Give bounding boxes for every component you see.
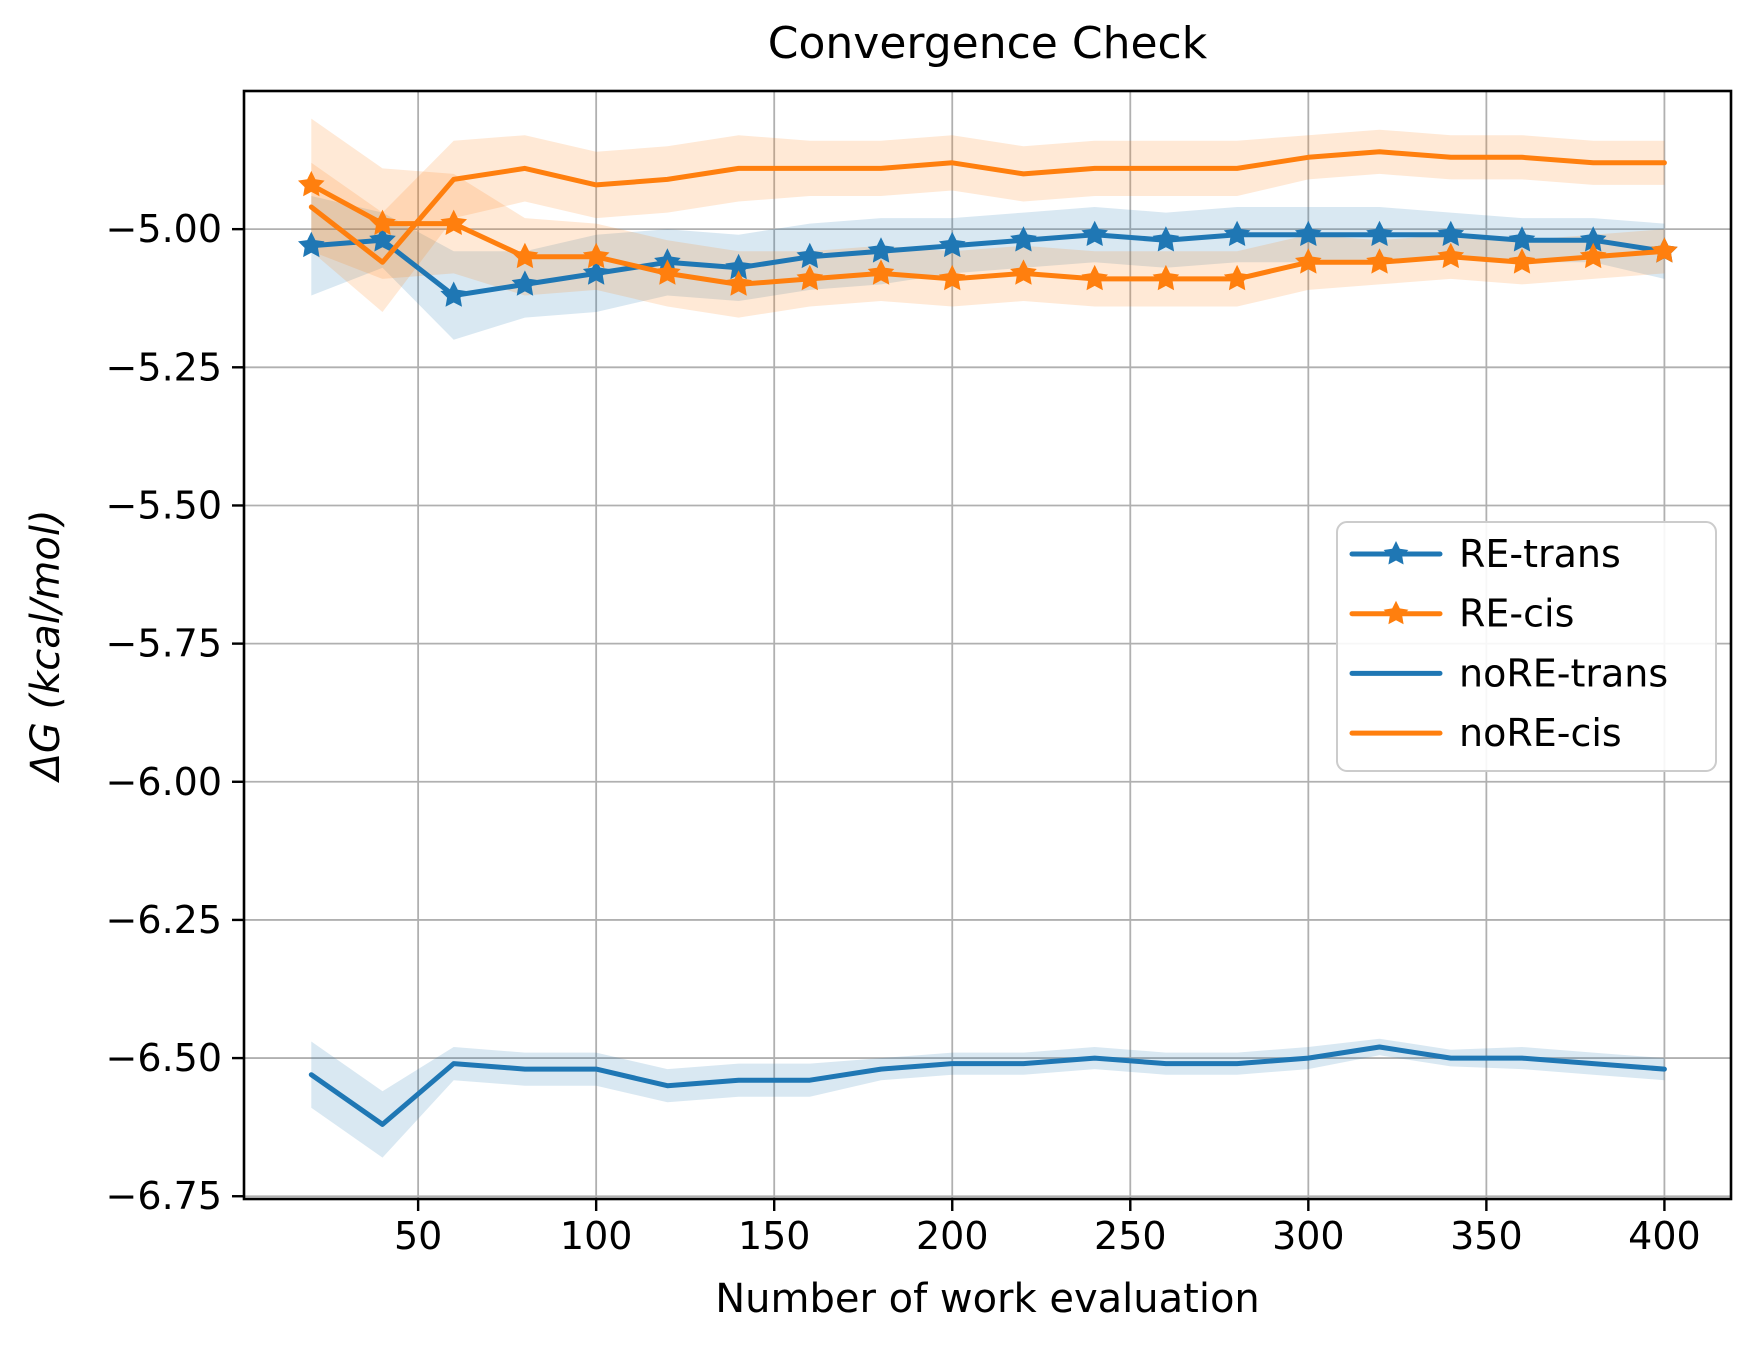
- star-marker-RE-trans: [867, 237, 895, 263]
- star-marker-RE-trans: [1081, 220, 1108, 246]
- legend-star-marker: [1383, 600, 1409, 625]
- chart-title: Convergence Check: [767, 18, 1208, 69]
- y-tick-label: −6.50: [106, 1036, 222, 1080]
- star-marker-RE-cis: [938, 264, 966, 291]
- star-marker-RE-cis: [1508, 248, 1536, 274]
- star-marker-RE-cis: [369, 209, 396, 235]
- star-marker-RE-cis: [511, 242, 539, 269]
- star-marker-RE-trans: [582, 259, 610, 285]
- error-band-RE-trans: [311, 196, 1665, 340]
- x-tick-label: 400: [1628, 1214, 1701, 1258]
- star-marker-RE-trans: [1295, 220, 1322, 246]
- star-marker-RE-cis: [582, 242, 610, 269]
- star-marker-RE-trans: [1508, 226, 1536, 252]
- legend-entry-noRE-trans: noRE-trans: [1349, 651, 1668, 695]
- star-marker-RE-cis: [1437, 242, 1465, 269]
- x-tick-label: 250: [1094, 1214, 1167, 1258]
- y-tick-label: −5.00: [106, 207, 222, 251]
- y-tick-label: −5.25: [106, 345, 222, 389]
- axes-spines: [242, 89, 1733, 1201]
- legend-entry-RE-trans: RE-trans: [1349, 532, 1621, 576]
- star-marker-RE-trans: [1366, 220, 1393, 246]
- star-marker-RE-cis: [1651, 237, 1678, 263]
- star-marker-RE-cis: [1223, 264, 1251, 291]
- star-marker-RE-trans: [1152, 226, 1180, 252]
- y-tick-label: −6.25: [106, 898, 222, 942]
- legend-entry-noRE-cis: noRE-cis: [1349, 711, 1622, 755]
- x-axis-label: Number of work evaluation: [715, 1276, 1260, 1322]
- y-tick-label: −5.50: [106, 483, 222, 527]
- error-band-noRE-trans: [311, 1038, 1665, 1158]
- star-marker-RE-cis: [1152, 264, 1180, 291]
- star-marker-RE-cis: [796, 264, 824, 291]
- star-marker-RE-trans: [369, 226, 396, 252]
- x-tick-label: 50: [394, 1214, 442, 1258]
- legend-entry-RE-cis: RE-cis: [1349, 592, 1574, 636]
- x-tick-label: 300: [1272, 1214, 1345, 1258]
- star-marker-RE-trans: [1579, 226, 1607, 252]
- star-marker-RE-cis: [1366, 248, 1393, 274]
- legend-star-marker: [1383, 541, 1409, 565]
- x-tick-label: 350: [1450, 1214, 1523, 1258]
- star-marker-RE-trans: [1223, 220, 1251, 246]
- star-marker-RE-cis: [867, 259, 895, 285]
- star-marker-RE-trans: [938, 231, 966, 258]
- legend-label: noRE-cis: [1459, 711, 1622, 755]
- star-marker-RE-cis: [725, 270, 752, 296]
- star-marker-RE-trans: [725, 253, 752, 280]
- error-band-noRE-cis: [311, 129, 1665, 312]
- star-marker-RE-trans: [440, 281, 467, 307]
- series-line-RE-cis: [308, 182, 1667, 287]
- y-tick-label: −6.75: [106, 1174, 222, 1218]
- x-tick-label: 150: [738, 1214, 811, 1258]
- star-marker-RE-cis: [1081, 264, 1108, 291]
- star-marker-RE-cis: [1295, 248, 1322, 274]
- legend-label: RE-trans: [1459, 532, 1621, 576]
- legend-label: RE-cis: [1459, 592, 1574, 636]
- series-line-noRE-trans: [308, 1044, 1667, 1127]
- star-marker-RE-trans: [511, 270, 539, 296]
- y-tick-label: −5.75: [106, 622, 222, 666]
- star-marker-RE-trans: [1437, 220, 1465, 246]
- star-marker-RE-cis: [654, 259, 681, 285]
- star-marker-RE-cis: [440, 209, 467, 235]
- x-tick-label: 200: [916, 1214, 989, 1258]
- star-marker-RE-trans: [298, 231, 325, 258]
- star-marker-RE-trans: [796, 242, 824, 269]
- legend: RE-trans RE-cis noRE-trans noRE-cis: [1336, 521, 1717, 772]
- legend-box: [1336, 521, 1717, 772]
- y-axis-label: ΔG (kcal/mol): [23, 509, 69, 781]
- star-marker-RE-trans: [1010, 226, 1037, 252]
- x-tick-label: 100: [560, 1214, 633, 1258]
- series-line-noRE-cis: [308, 149, 1667, 265]
- y-tick-label: −6.00: [106, 760, 222, 804]
- star-marker-RE-cis: [1579, 242, 1607, 269]
- star-marker-RE-cis: [298, 170, 325, 197]
- star-marker-RE-cis: [1010, 259, 1037, 285]
- series-line-RE-trans: [308, 232, 1667, 298]
- legend-label: noRE-trans: [1459, 651, 1668, 695]
